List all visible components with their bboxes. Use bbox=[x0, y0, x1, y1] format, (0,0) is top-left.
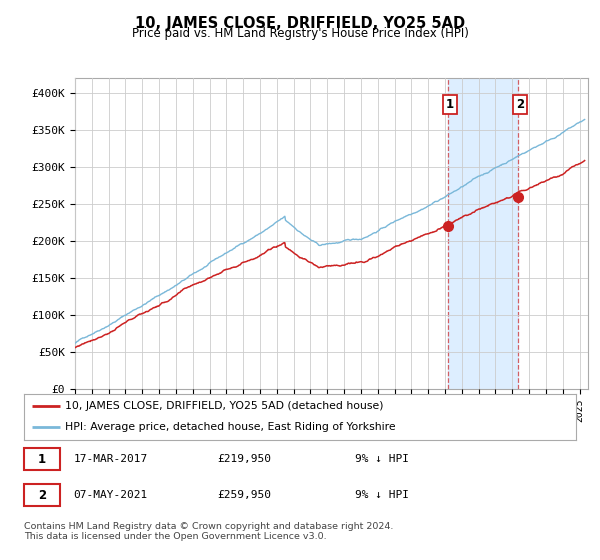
Text: Contains HM Land Registry data © Crown copyright and database right 2024.
This d: Contains HM Land Registry data © Crown c… bbox=[24, 522, 394, 542]
Text: 1: 1 bbox=[38, 452, 46, 465]
Text: 10, JAMES CLOSE, DRIFFIELD, YO25 5AD: 10, JAMES CLOSE, DRIFFIELD, YO25 5AD bbox=[135, 16, 465, 31]
Text: 2: 2 bbox=[516, 98, 524, 111]
Text: Price paid vs. HM Land Registry's House Price Index (HPI): Price paid vs. HM Land Registry's House … bbox=[131, 27, 469, 40]
Text: 10, JAMES CLOSE, DRIFFIELD, YO25 5AD (detached house): 10, JAMES CLOSE, DRIFFIELD, YO25 5AD (de… bbox=[65, 401, 384, 411]
Bar bbox=[448, 78, 518, 389]
Text: £219,950: £219,950 bbox=[217, 454, 271, 464]
FancyBboxPatch shape bbox=[24, 484, 60, 506]
Text: 2: 2 bbox=[38, 489, 46, 502]
Text: £259,950: £259,950 bbox=[217, 491, 271, 500]
FancyBboxPatch shape bbox=[24, 448, 60, 470]
Text: 07-MAY-2021: 07-MAY-2021 bbox=[74, 491, 148, 500]
Text: 17-MAR-2017: 17-MAR-2017 bbox=[74, 454, 148, 464]
Text: 9% ↓ HPI: 9% ↓ HPI bbox=[355, 491, 409, 500]
Text: 1: 1 bbox=[446, 98, 454, 111]
Text: HPI: Average price, detached house, East Riding of Yorkshire: HPI: Average price, detached house, East… bbox=[65, 422, 396, 432]
Text: 9% ↓ HPI: 9% ↓ HPI bbox=[355, 454, 409, 464]
